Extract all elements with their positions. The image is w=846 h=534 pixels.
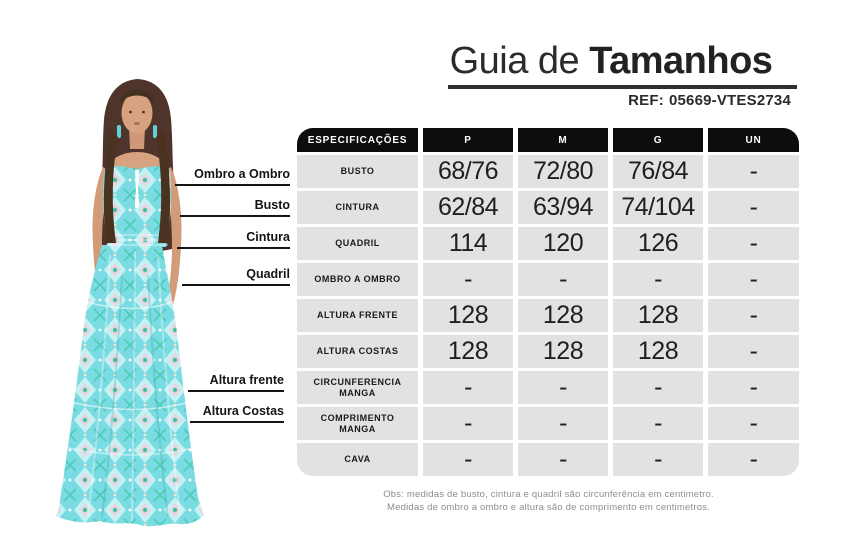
label-text: Altura frente [209, 373, 284, 387]
cell-altura-costas-g: 128 [613, 335, 703, 368]
hair-strand-right [103, 130, 118, 243]
cell-busto-p: 68/76 [423, 155, 513, 188]
column-header-especificacoes: ESPECIFICAÇÕES [297, 128, 418, 152]
column-header-un: UN [708, 128, 799, 152]
label-text: Cintura [246, 230, 290, 244]
row-label-text: QUADRIL [335, 238, 380, 248]
cell-quadril-m: 120 [518, 227, 608, 260]
row-label-text: CIRCUNFERENCIA MANGA [313, 376, 402, 398]
cell-altura-costas-un: - [708, 335, 799, 368]
cell-cava-m: - [518, 443, 608, 476]
row-label-text: ALTURA COSTAS [316, 346, 399, 356]
hair-strand-left [156, 130, 171, 243]
page-title-bold: Tamanhos [589, 40, 773, 82]
cell-circunferencia-manga-m: - [518, 371, 608, 404]
cell-busto-un: - [708, 155, 799, 188]
row-label-busto: BUSTO [297, 155, 418, 188]
bodice-tie [135, 170, 139, 194]
label-text: Busto [254, 198, 290, 212]
row-label-altura-costas: ALTURA COSTAS [297, 335, 418, 368]
column-header-g: G [613, 128, 703, 152]
cell-comprimento-manga-un: - [708, 407, 799, 440]
face [121, 92, 153, 134]
label-altura-frente: Altura frente [188, 373, 284, 392]
column-header-m: M [518, 128, 608, 152]
earring-left [153, 125, 157, 138]
cell-altura-frente-p: 128 [423, 299, 513, 332]
row-label-text: CAVA [344, 454, 371, 464]
label-text: Altura Costas [202, 404, 284, 418]
cell-circunferencia-manga-g: - [613, 371, 703, 404]
label-ombro-a-ombro: Ombro a Ombro [175, 167, 290, 186]
row-label-quadril: QUADRIL [297, 227, 418, 260]
cell-circunferencia-manga-p: - [423, 371, 513, 404]
cell-comprimento-manga-m: - [518, 407, 608, 440]
cell-altura-frente-un: - [708, 299, 799, 332]
note-line-1: Obs: medidas de busto, cintura e quadril… [383, 489, 714, 500]
row-label-circunferencia-manga: CIRCUNFERENCIA MANGA [297, 371, 418, 404]
ref-label: REF: [628, 92, 664, 109]
row-label-altura-frente: ALTURA FRENTE [297, 299, 418, 332]
row-label-cintura: CINTURA [297, 191, 418, 224]
cell-comprimento-manga-g: - [613, 407, 703, 440]
cell-quadril-g: 126 [613, 227, 703, 260]
label-text: Quadril [246, 267, 290, 281]
cell-ombro-p: - [423, 263, 513, 296]
cell-cintura-p: 62/84 [423, 191, 513, 224]
cell-altura-costas-m: 128 [518, 335, 608, 368]
cell-ombro-un: - [708, 263, 799, 296]
column-header-p: P [423, 128, 513, 152]
cell-cava-un: - [708, 443, 799, 476]
cell-cava-p: - [423, 443, 513, 476]
row-label-comprimento-manga: COMPRIMENTO MANGA [297, 407, 418, 440]
size-table: ESPECIFICAÇÕES P M G UN BUSTO 68/76 72/8… [297, 128, 799, 476]
cell-circunferencia-manga-un: - [708, 371, 799, 404]
label-quadril: Quadril [182, 267, 290, 286]
cell-cava-g: - [613, 443, 703, 476]
row-label-text: OMBRO A OMBRO [314, 274, 401, 284]
cell-altura-costas-p: 128 [423, 335, 513, 368]
reference-code: REF: 05669-VTES2734 [448, 92, 791, 109]
cell-busto-m: 72/80 [518, 155, 608, 188]
cell-busto-g: 76/84 [613, 155, 703, 188]
cell-comprimento-manga-p: - [423, 407, 513, 440]
arm-left [164, 167, 182, 305]
cell-cintura-m: 63/94 [518, 191, 608, 224]
title-underline [448, 85, 797, 89]
earring-right [117, 125, 121, 138]
cell-cintura-un: - [708, 191, 799, 224]
row-label-text: CINTURA [335, 202, 380, 212]
label-altura-costas: Altura Costas [190, 404, 284, 423]
row-label-ombro-a-ombro: OMBRO A OMBRO [297, 263, 418, 296]
dress-skirt [56, 245, 204, 527]
cell-quadril-un: - [708, 227, 799, 260]
cell-ombro-m: - [518, 263, 608, 296]
label-busto: Busto [180, 198, 290, 217]
row-label-text: BUSTO [340, 166, 375, 176]
cell-ombro-g: - [613, 263, 703, 296]
page-title: Guia de Tamanhos [420, 40, 802, 83]
page-title-regular: Guia de [449, 40, 580, 82]
row-label-text: ALTURA FRENTE [317, 310, 398, 320]
hair-fringe [120, 89, 154, 103]
note-line-2: Medidas de ombro a ombro e altura são de… [386, 502, 711, 513]
model-illustration [56, 79, 204, 527]
cell-altura-frente-g: 128 [613, 299, 703, 332]
model-photo [40, 75, 240, 527]
measurement-note: Obs: medidas de busto, cintura e quadril… [297, 488, 800, 514]
cell-cintura-g: 74/104 [613, 191, 703, 224]
cell-altura-frente-m: 128 [518, 299, 608, 332]
row-label-cava: CAVA [297, 443, 418, 476]
row-label-text: COMPRIMENTO MANGA [320, 412, 395, 434]
cell-quadril-p: 114 [423, 227, 513, 260]
label-cintura: Cintura [177, 230, 290, 249]
ref-value: 05669-VTES2734 [668, 92, 791, 109]
label-text: Ombro a Ombro [194, 167, 290, 181]
